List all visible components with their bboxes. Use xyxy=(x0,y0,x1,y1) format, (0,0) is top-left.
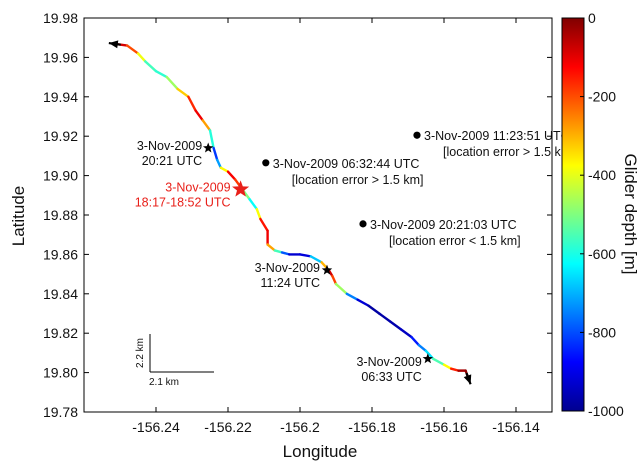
glider-position-star xyxy=(202,142,214,153)
track-segment xyxy=(309,255,323,264)
fix-label: 3-Nov-2009 11:23:51 UTC xyxy=(424,129,570,143)
star-label: 3-Nov-2009 xyxy=(137,139,202,153)
track-segment xyxy=(378,312,392,323)
track-segment xyxy=(356,298,370,307)
scale-bar-vertical-label: 2.2 km xyxy=(135,338,146,368)
scale-bar: 2.2 km 2.1 km xyxy=(135,334,214,388)
track-segment xyxy=(226,170,237,181)
x-axis-ticks: -156.24 -156.22 -156.2 -156.18 -156.16 -156.1… xyxy=(132,18,540,435)
track-segment xyxy=(432,357,446,366)
track-segment xyxy=(212,146,219,162)
track-segment xyxy=(417,343,428,353)
glider-track xyxy=(108,40,472,385)
track-segment xyxy=(399,328,413,339)
track-segment xyxy=(165,75,179,91)
y-tick-label: 19.98 xyxy=(43,10,78,26)
track-start-arrow xyxy=(108,40,119,49)
y-axis-ticks: 19.78 19.80 19.82 19.84 19.86 19.88 19.90 19.92… xyxy=(43,10,552,420)
fix-error-label: [location error > 1.5 km] xyxy=(443,145,575,159)
star-label: 06:33 UTC xyxy=(361,370,421,384)
track-segment xyxy=(154,69,169,79)
colorbar-tick-label: 0 xyxy=(588,10,596,26)
track-segment xyxy=(266,243,276,252)
x-tick-label: -156.14 xyxy=(492,419,540,435)
fix-error-label: [location error < 1.5 km] xyxy=(389,234,521,248)
track-segment xyxy=(125,44,140,55)
colorbar-tick-label: -1000 xyxy=(588,403,624,419)
star-label: 3-Nov-2009 xyxy=(165,180,230,194)
colorbar-tick-label: -400 xyxy=(588,167,616,183)
track-segment xyxy=(194,109,205,122)
track-end-arrow xyxy=(463,374,472,385)
star-label: 11:24 UTC xyxy=(260,276,320,290)
track-segment xyxy=(280,251,291,256)
x-tick-label: -156.24 xyxy=(132,419,180,435)
glider-position-star xyxy=(321,264,333,275)
scale-bar-horizontal-label: 2.1 km xyxy=(149,377,179,388)
track-segment xyxy=(136,52,147,63)
track-segment xyxy=(248,198,258,211)
colorbar xyxy=(561,17,585,412)
surface-fix-dot xyxy=(262,159,270,167)
track-segment xyxy=(388,320,402,331)
colorbar-label: Glider depth [m] xyxy=(621,154,640,275)
track-segment xyxy=(331,274,338,286)
colorbar-tick-label: -800 xyxy=(588,324,616,340)
y-tick-label: 19.80 xyxy=(43,365,78,381)
track-segment xyxy=(442,363,453,370)
plot-area xyxy=(83,17,553,413)
y-tick-label: 19.92 xyxy=(43,128,78,144)
y-axis-label: Latitude xyxy=(9,186,28,247)
x-tick-label: -156.18 xyxy=(348,419,396,435)
y-tick-label: 19.96 xyxy=(43,49,78,65)
y-tick-label: 19.88 xyxy=(43,207,78,223)
glider-position-star xyxy=(422,353,434,364)
y-tick-label: 19.84 xyxy=(43,286,78,302)
track-segment xyxy=(334,282,348,295)
track-segment xyxy=(208,129,215,150)
y-tick-label: 19.86 xyxy=(43,246,78,262)
star-label: 18:17-18:52 UTC xyxy=(135,195,231,209)
x-axis-label: Longitude xyxy=(283,442,358,461)
surface-fix-dot xyxy=(413,131,421,139)
track-segment xyxy=(273,249,284,254)
track-segment xyxy=(367,304,381,315)
track-segment xyxy=(215,158,223,169)
fix-error-label: [location error > 1.5 km] xyxy=(292,173,424,187)
y-tick-label: 19.78 xyxy=(43,404,78,420)
y-tick-label: 19.94 xyxy=(43,89,78,105)
track-segment xyxy=(219,166,230,173)
fix-label: 3-Nov-2009 20:21:03 UTC xyxy=(370,218,517,232)
star-label: 3-Nov-2009 xyxy=(356,355,421,369)
star-label: 20:21 UTC xyxy=(142,154,202,168)
track-segment xyxy=(143,60,158,73)
x-tick-label: -156.2 xyxy=(280,419,320,435)
fix-label: 3-Nov-2009 06:32:44 UTC xyxy=(273,157,420,171)
x-tick-label: -156.22 xyxy=(204,419,252,435)
y-tick-label: 19.82 xyxy=(43,325,78,341)
track-segment xyxy=(201,119,212,132)
track-segment xyxy=(345,292,359,301)
track-segment xyxy=(187,95,197,112)
track-segment xyxy=(410,335,420,347)
surface-fix-dot xyxy=(359,220,367,228)
y-tick-label: 19.90 xyxy=(43,168,78,184)
star-label: 3-Nov-2009 xyxy=(255,261,320,275)
track-segment xyxy=(259,217,269,232)
track-segment xyxy=(176,87,190,99)
glider-position-star-highlight xyxy=(232,180,250,197)
colorbar-tick-label: -200 xyxy=(588,89,616,105)
track-segment xyxy=(298,253,312,258)
track-segment xyxy=(450,367,460,372)
colorbar-tick-label: -600 xyxy=(588,246,616,262)
track-segment xyxy=(255,207,262,221)
colorbar-ticks: 0 -200 -400 -600 -800 -1000 xyxy=(580,10,624,419)
x-tick-label: -156.16 xyxy=(420,419,468,435)
